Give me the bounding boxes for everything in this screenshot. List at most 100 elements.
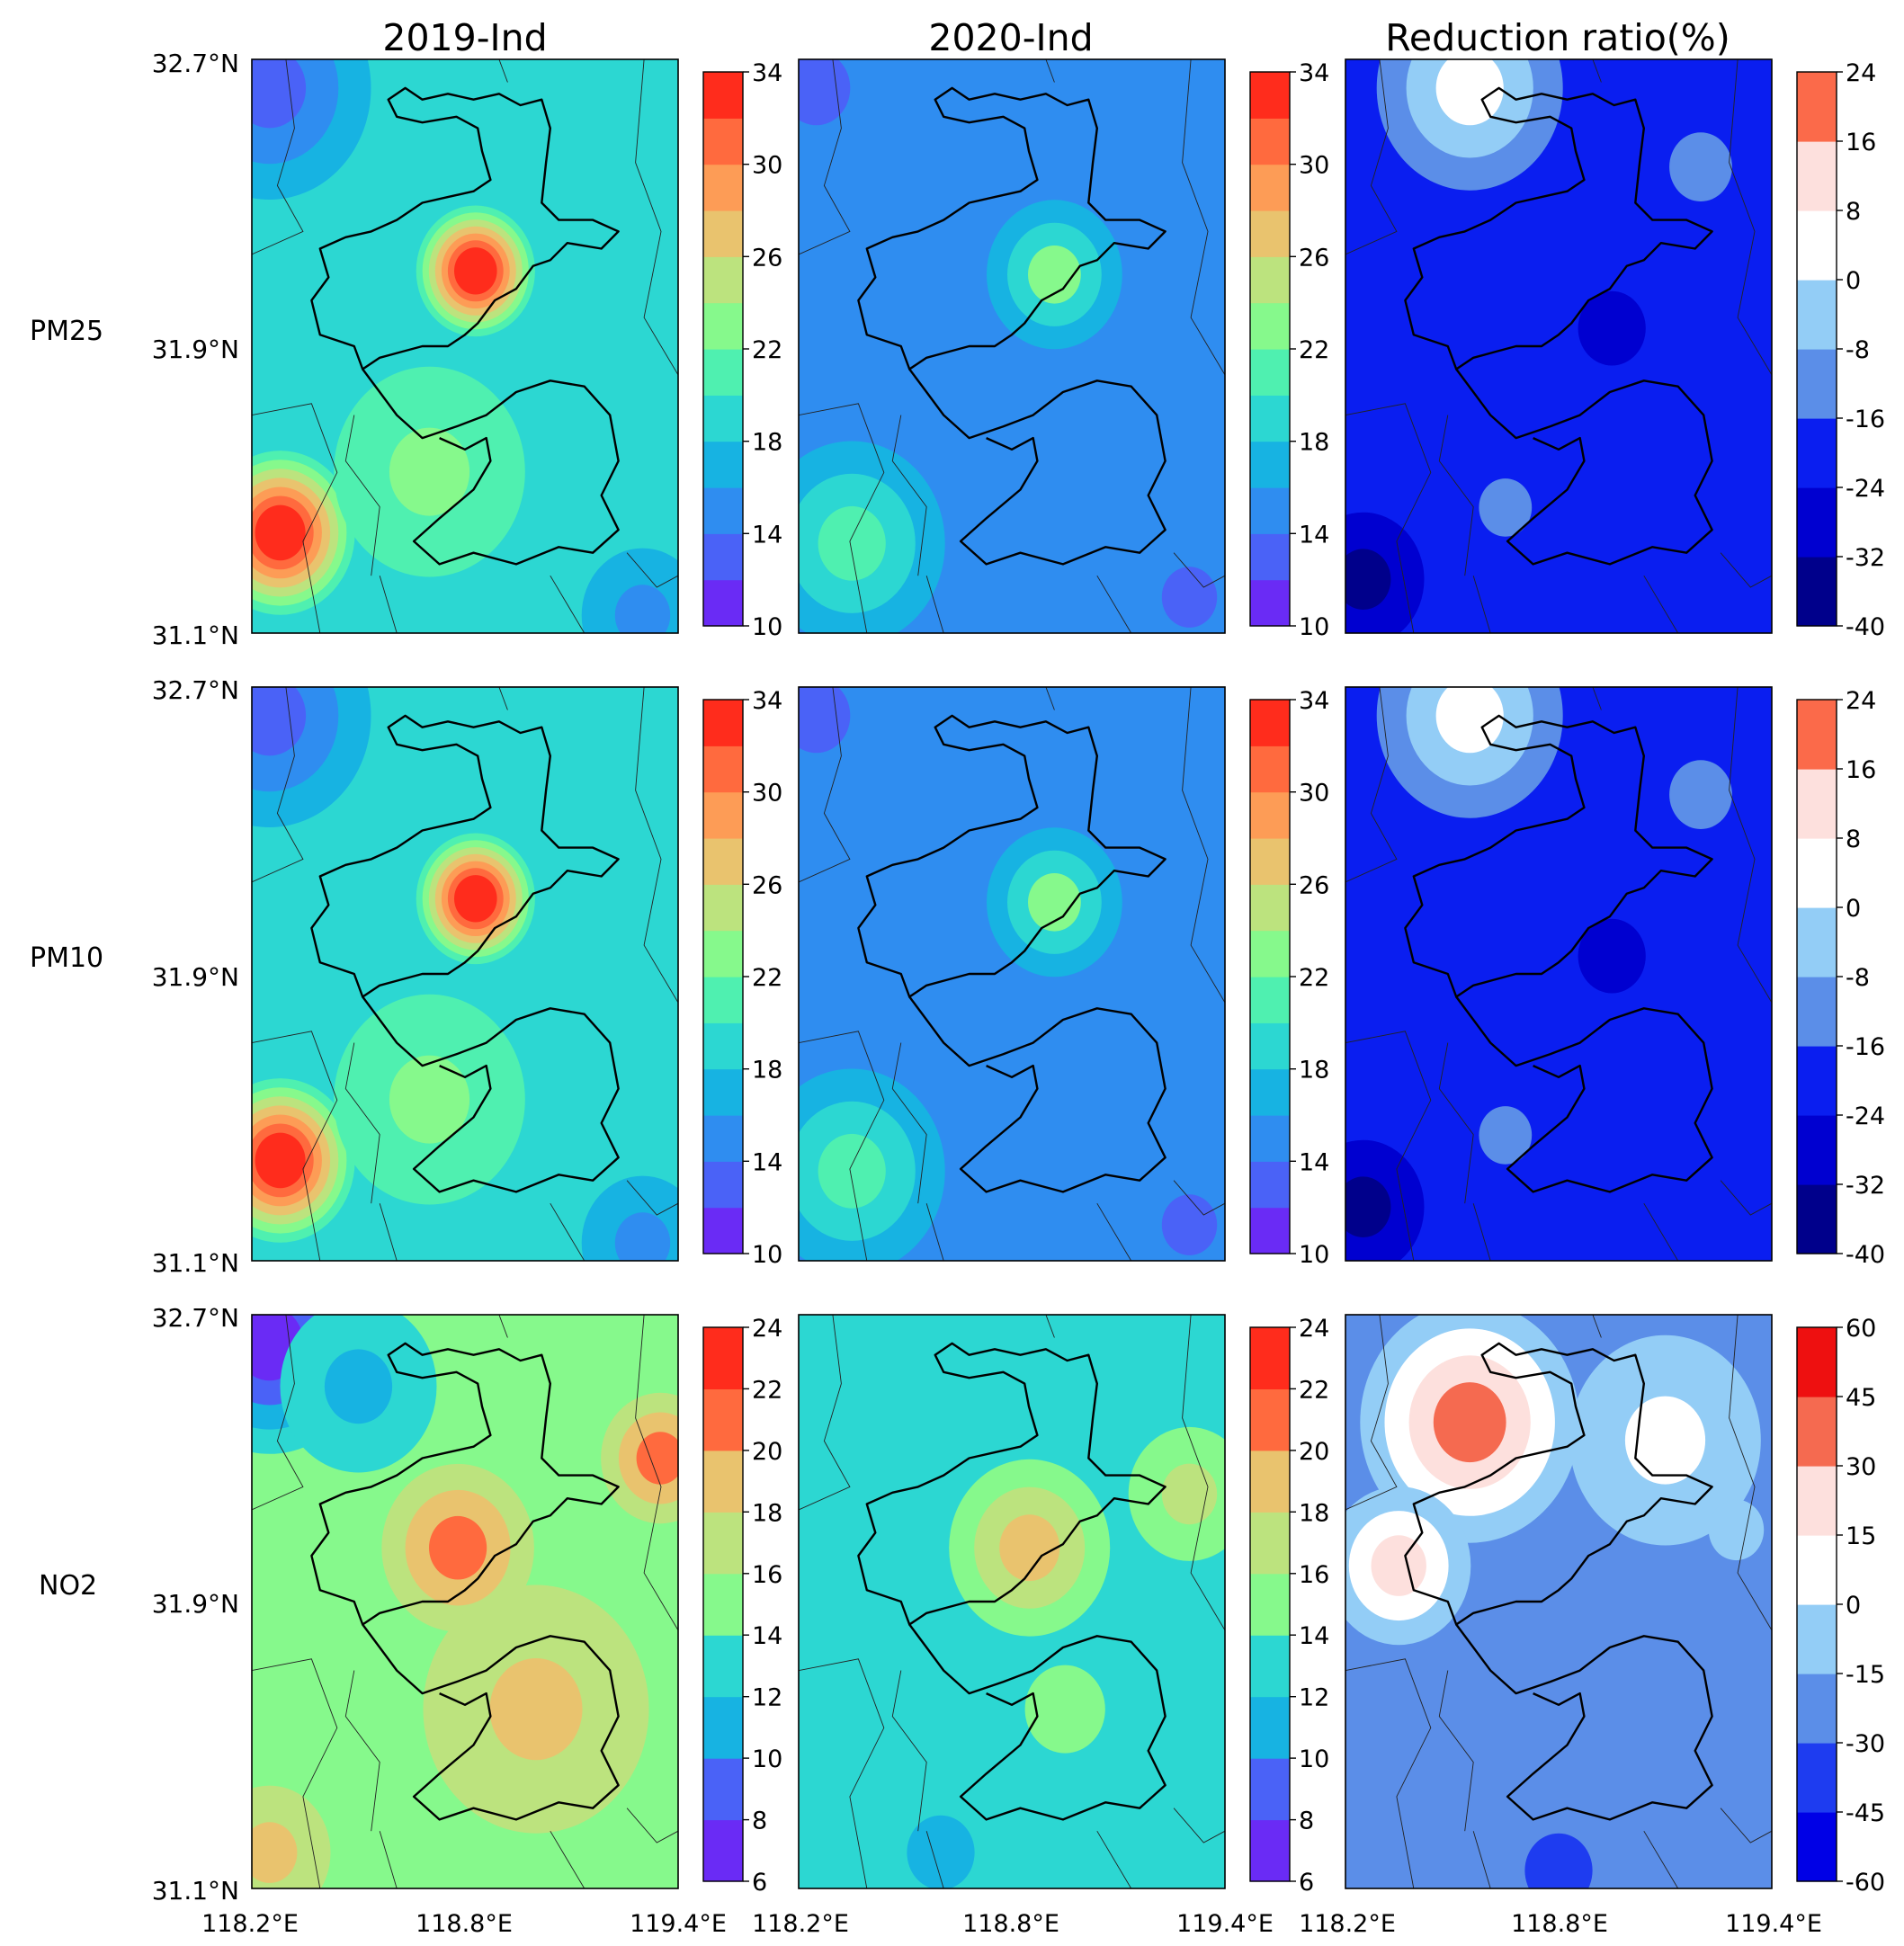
colorbar: -40 -32 -24 -16 -8 0 8 16 24 <box>1796 687 1885 1269</box>
city-boundary-north <box>857 714 1167 998</box>
county-boundary-5 <box>1472 1203 1491 1261</box>
contour-4-1 <box>489 1658 583 1761</box>
colorbar-band <box>1250 838 1290 885</box>
lon-tick-col2-mid: 118.8°E <box>962 1910 1059 1938</box>
colorbar-tick-label: 22 <box>752 964 782 992</box>
colorbar-tick-label: -40 <box>1846 613 1885 641</box>
colorbar-band <box>1250 579 1290 627</box>
colorbar-band <box>1250 745 1290 793</box>
contour-5-1 <box>252 1822 298 1883</box>
colorbar-band <box>703 1068 743 1116</box>
county-boundary-3 <box>1643 1830 1679 1888</box>
colorbar-band <box>1250 1022 1290 1070</box>
lat-tick-top-row2: 32.7°N <box>152 675 239 705</box>
colorbar-band <box>703 977 743 1023</box>
colorbar-tick-label: 18 <box>1299 1057 1329 1085</box>
row-label-pm25: PM25 <box>30 316 103 347</box>
colorbar-tick-label: 10 <box>752 1241 782 1269</box>
county-boundary-6 <box>1045 1315 1055 1338</box>
lat-tick-bottom-row1: 31.1°N <box>152 620 239 650</box>
colorbar-band <box>703 210 743 257</box>
colorbar-tick-label: -45 <box>1846 1799 1885 1827</box>
colorbar-tick-label: 0 <box>1846 895 1861 923</box>
field-layer <box>1345 687 1772 1261</box>
colorbar-band <box>1797 700 1837 770</box>
contour-4-1 <box>614 1212 671 1261</box>
county-boundary-7 <box>1438 415 1474 576</box>
city-boundary-north <box>1404 86 1713 370</box>
colorbar-band <box>1797 72 1837 142</box>
colorbar-tick-label: 22 <box>1299 1376 1329 1404</box>
contour-3-1 <box>389 1055 470 1144</box>
colorbar-band <box>1797 210 1837 281</box>
county-boundary-6 <box>1592 59 1602 83</box>
colorbar-tick-label: 18 <box>752 1499 782 1527</box>
colorbar-band <box>1250 487 1290 534</box>
colorbar-band <box>1250 349 1290 396</box>
colorbar-tick-label: -16 <box>1846 406 1885 433</box>
contour-3-0 <box>1479 1106 1533 1165</box>
colorbar-band <box>703 930 743 977</box>
colorbar-band <box>703 302 743 350</box>
county-boundary-4 <box>1720 552 1772 588</box>
lon-tick-col1-mid: 118.8°E <box>416 1910 513 1938</box>
colorbar-tick-label: 16 <box>1299 1561 1329 1589</box>
colorbar-band <box>703 1635 743 1698</box>
row-label-pm10: PM10 <box>30 942 103 974</box>
colorbar-tick-label: 34 <box>752 59 782 87</box>
colorbar-band <box>1797 1604 1837 1674</box>
colorbar-band <box>703 838 743 885</box>
colorbar: -40 -32 -24 -16 -8 0 8 16 24 <box>1796 59 1885 641</box>
colorbar-band <box>1250 1327 1290 1389</box>
city-boundary-north <box>1404 1342 1713 1626</box>
county-boundary-4 <box>626 1180 678 1216</box>
map-panel-no2-1: 6 8 10 12 14 16 18 20 22 24 <box>251 1314 782 1897</box>
colorbar-band <box>703 1573 743 1636</box>
colorbar-band <box>1250 1696 1290 1759</box>
lon-tick-col2-right: 119.4°E <box>1176 1910 1274 1938</box>
colorbar-tick-label: 34 <box>1299 59 1329 87</box>
colorbar-band <box>1250 1068 1290 1116</box>
colorbar-band <box>1250 533 1290 581</box>
colorbar-tick-label: -32 <box>1846 544 1885 572</box>
colorbar-band <box>703 1696 743 1759</box>
contour-2-1 <box>1624 1396 1706 1485</box>
map-panel-pm25-1: 10 14 18 22 26 30 34 <box>251 58 782 641</box>
colorbar-tick-label: 60 <box>1846 1315 1876 1343</box>
colorbar-tick-label: 10 <box>1299 1241 1329 1269</box>
colorbar-tick-label: 26 <box>752 871 782 899</box>
colorbar-band <box>1797 769 1837 839</box>
county-boundary-5 <box>1472 576 1491 633</box>
map-panel-pm10-1: 10 14 18 22 26 30 34 <box>251 686 782 1269</box>
county-boundary-0 <box>799 59 851 255</box>
colorbar: 6 8 10 12 14 16 18 20 22 24 <box>1249 1315 1329 1897</box>
colorbar-band <box>703 1819 743 1882</box>
city-boundary-south <box>908 368 1167 566</box>
county-boundary-7 <box>344 1670 380 1832</box>
column-title-3: Reduction ratio(%) <box>1385 16 1730 59</box>
colorbar-band <box>703 1388 743 1451</box>
colorbar-band <box>703 487 743 534</box>
county-boundary-5 <box>379 1203 398 1261</box>
county-boundary-2 <box>799 1031 885 1261</box>
field-layer <box>252 1315 678 1888</box>
panel-frame <box>251 686 679 1262</box>
city-boundary-south <box>362 1623 620 1821</box>
colorbar-band <box>703 1758 743 1821</box>
county-boundary-7 <box>344 415 380 576</box>
contour-4-0 <box>1524 1833 1593 1888</box>
county-boundary-0 <box>1345 1315 1398 1511</box>
colorbar-tick-label: 26 <box>1299 871 1329 899</box>
county-boundary-2 <box>1345 1031 1432 1261</box>
contour-0-2 <box>1435 59 1504 126</box>
city-boundary-north <box>1404 714 1713 998</box>
colorbar-tick-label: 24 <box>1846 59 1876 87</box>
colorbar-tick-label: 10 <box>1299 1745 1329 1773</box>
colorbar-band <box>703 700 743 746</box>
colorbar-tick-label: 18 <box>752 429 782 457</box>
contour-4-0 <box>1669 132 1732 202</box>
map-panel-no2-3: -60 -45 -30 -15 0 15 30 45 60 <box>1345 1314 1885 1897</box>
county-boundary-5 <box>1472 1831 1491 1888</box>
lon-tick-col3-right: 119.4°E <box>1725 1910 1822 1938</box>
colorbar-band <box>1797 1535 1837 1605</box>
